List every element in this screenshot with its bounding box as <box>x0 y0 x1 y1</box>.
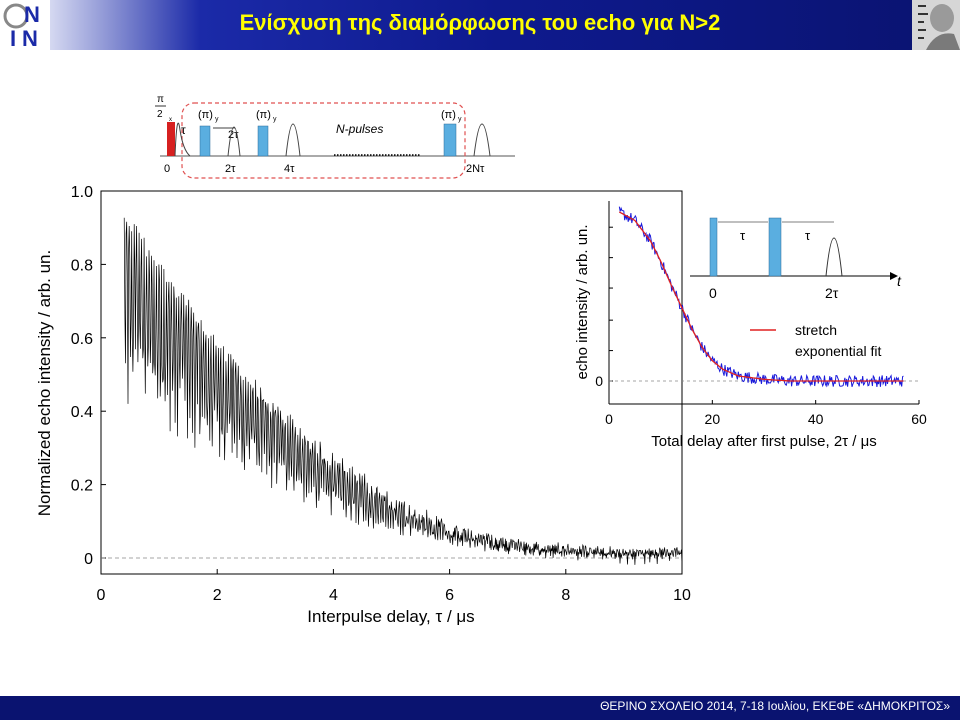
logo-letter-i: I <box>10 26 16 50</box>
inset-x-ticks: 0 20 40 60 <box>605 400 927 427</box>
pulse-tick-2tau: 2τ <box>225 163 236 175</box>
main-y-ticks: 0 0.2 0.4 0.6 0.8 1.0 <box>71 184 106 568</box>
fid-curve <box>174 122 191 157</box>
inset-fit-series-line <box>618 211 904 382</box>
main-y-tick-label: 0.2 <box>71 478 93 495</box>
democritus-statue-image <box>912 0 960 50</box>
inset-y-axis-label: echo intensity / arb. un. <box>574 224 591 379</box>
inset-pulse-tick-2tau: 2τ <box>825 285 839 301</box>
pulse-tick-4tau: 4τ <box>284 163 295 175</box>
inset-pulse-2 <box>768 217 782 277</box>
inset-pulse-1 <box>709 217 718 277</box>
main-echo-series-line <box>123 217 683 565</box>
tau-label-1: τ <box>181 123 186 137</box>
main-y-tick-label: 0.8 <box>71 257 93 274</box>
pi-pulse-n-label: (π) <box>441 109 456 121</box>
inset-y-ticks: 0 <box>595 226 613 389</box>
inset-y-tick-label: 0 <box>595 373 603 389</box>
pi-pulse-2 <box>257 125 269 157</box>
first-pulse-label-den: 2 <box>157 109 163 120</box>
legend-entry-stretch: stretch <box>795 322 837 338</box>
main-decay-chart: 0 0.2 0.4 0.6 0.8 1.0 0 2 4 6 8 10 Interpulse dela… <box>35 184 691 626</box>
main-y-tick-label: 0.6 <box>71 331 93 348</box>
inset-pulse-diagram: τ τ 0 2τ t <box>690 217 902 301</box>
logo-letter-n1: N <box>24 2 40 27</box>
pi-pulse-1 <box>199 125 211 157</box>
header-bar: N I N Ενίσχυση της διαμόρφωσης του echo … <box>0 0 960 50</box>
inset-x-axis-label: Total delay after first pulse, 2τ / μs <box>651 433 877 450</box>
main-x-tick-label: 4 <box>329 587 338 604</box>
main-y-tick-label: 1.0 <box>71 184 93 201</box>
echo-2 <box>285 123 301 157</box>
nin-logo: N I N <box>0 0 50 50</box>
main-y-tick-label: 0 <box>84 551 93 568</box>
inset-traces <box>618 206 904 388</box>
main-x-axis-label: Interpulse delay, τ / μs <box>307 607 474 626</box>
main-x-tick-label: 8 <box>561 587 570 604</box>
main-x-ticks: 0 2 4 6 8 10 <box>97 569 691 604</box>
footer-text: ΘΕΡΙΝΟ ΣΧΟΛΕΙΟ 2014, 7-18 Ιουλίου, ΕΚΕΦΕ… <box>600 699 950 713</box>
two-tau-label-arrow: 2τ <box>228 129 239 141</box>
n-pulses-label: N-pulses <box>336 122 383 136</box>
pi-pulse-1-sub: y <box>215 116 219 123</box>
inset-echo <box>825 237 843 277</box>
main-x-tick-label: 0 <box>97 587 106 604</box>
main-plot-frame <box>100 190 683 575</box>
page-title: Ενίσχυση της διαμόρφωσης του echo για N>… <box>239 10 721 35</box>
first-pulse-label-num: π <box>157 94 164 105</box>
main-y-tick-label: 0.4 <box>71 404 93 421</box>
pi-pulse-n-sub: y <box>458 116 462 123</box>
main-x-tick-label: 2 <box>213 587 222 604</box>
echo-1 <box>227 126 241 157</box>
first-pulse-red <box>167 122 175 156</box>
inset-pulse-t-label: t <box>897 273 902 289</box>
main-x-tick-label: 6 <box>445 587 454 604</box>
inset-tau-label-2: τ <box>805 228 811 243</box>
inset-decay-chart: 0 0 20 40 60 Total delay after first pulse,… <box>574 201 927 450</box>
inset-x-tick-label: 20 <box>705 411 721 427</box>
footer-bar: ΘΕΡΙΝΟ ΣΧΟΛΕΙΟ 2014, 7-18 Ιουλίου, ΕΚΕΦΕ… <box>0 696 960 720</box>
first-pulse-label-sub: x <box>169 117 172 123</box>
dashed-repeat-box <box>181 102 466 179</box>
inset-data-series-line <box>618 206 904 388</box>
echo-n <box>473 123 491 157</box>
pi-pulse-n <box>443 123 457 157</box>
inset-tau-label-1: τ <box>740 228 746 243</box>
pulse-tick-2ntau: 2Nτ <box>466 163 485 175</box>
main-x-tick-label: 10 <box>673 587 691 604</box>
inset-pulse-arrowhead <box>890 272 898 280</box>
main-echo-trace <box>123 217 683 565</box>
legend-entry-exponential-fit: exponential fit <box>795 343 882 359</box>
logo-letter-n2: N <box>22 26 38 50</box>
inset-x-tick-label: 40 <box>808 411 824 427</box>
pulse-sequence-diagram: π 2 x τ (π) y 2τ (π) y N-pulses (π) y 0 … <box>155 94 515 179</box>
figure-canvas: π 2 x τ (π) y 2τ (π) y N-pulses (π) y 0 … <box>35 94 927 626</box>
main-y-axis-label: Normalized echo intensity / arb. un. <box>35 250 54 516</box>
pulse-tick-0: 0 <box>164 163 170 175</box>
inset-x-tick-label: 60 <box>911 411 927 427</box>
pi-pulse-1-label: (π) <box>198 109 213 121</box>
pi-pulse-2-sub: y <box>273 116 277 123</box>
inset-x-tick-label: 0 <box>605 411 613 427</box>
pi-pulse-2-label: (π) <box>256 109 271 121</box>
inset-pulse-tick-0: 0 <box>709 285 717 301</box>
